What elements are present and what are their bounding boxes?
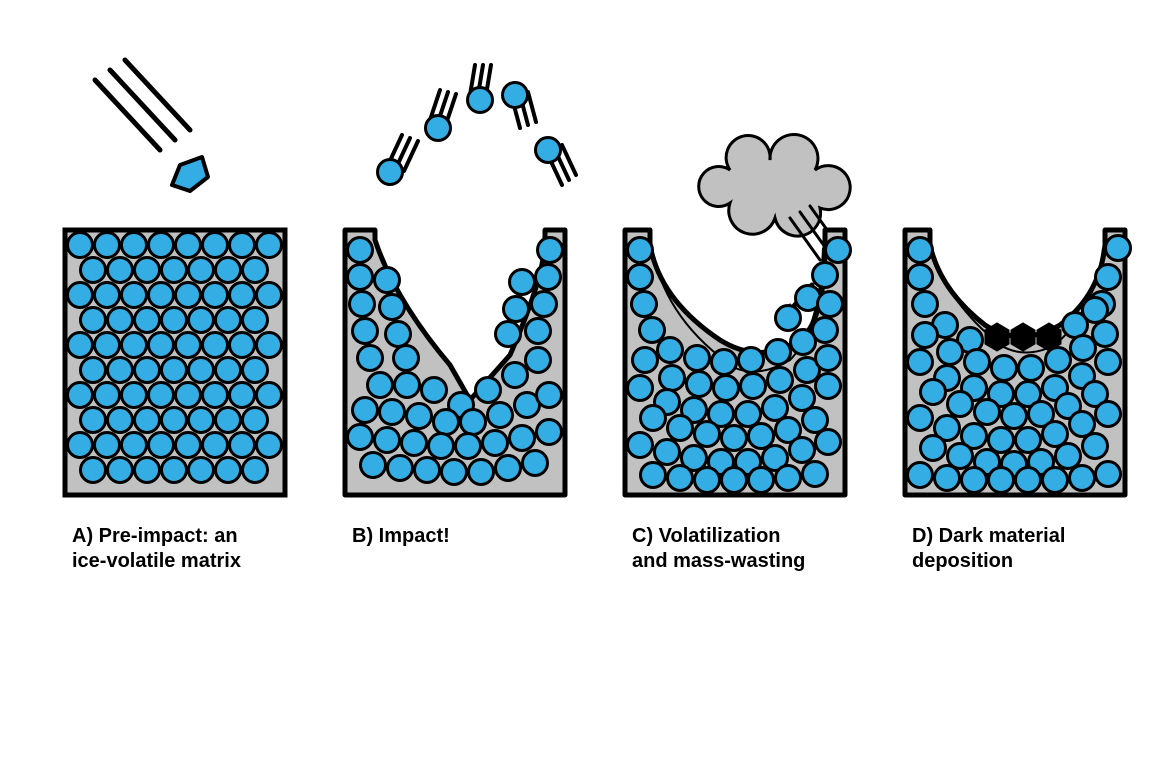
caption-c: C) Volatilization and mass-wasting [632, 524, 872, 574]
crater-evolution-figure: A) Pre-impact: an ice-volatile matrix B)… [0, 0, 1171, 765]
caption-d: D) Dark material deposition [912, 524, 1152, 574]
caption-b: B) Impact! [352, 524, 592, 549]
rim-ball-icon [1106, 236, 1131, 261]
dark-material-hex-icons [985, 323, 1061, 351]
caption-a: A) Pre-impact: an ice-volatile matrix [72, 524, 312, 574]
panel-d-svg [0, 0, 1171, 765]
